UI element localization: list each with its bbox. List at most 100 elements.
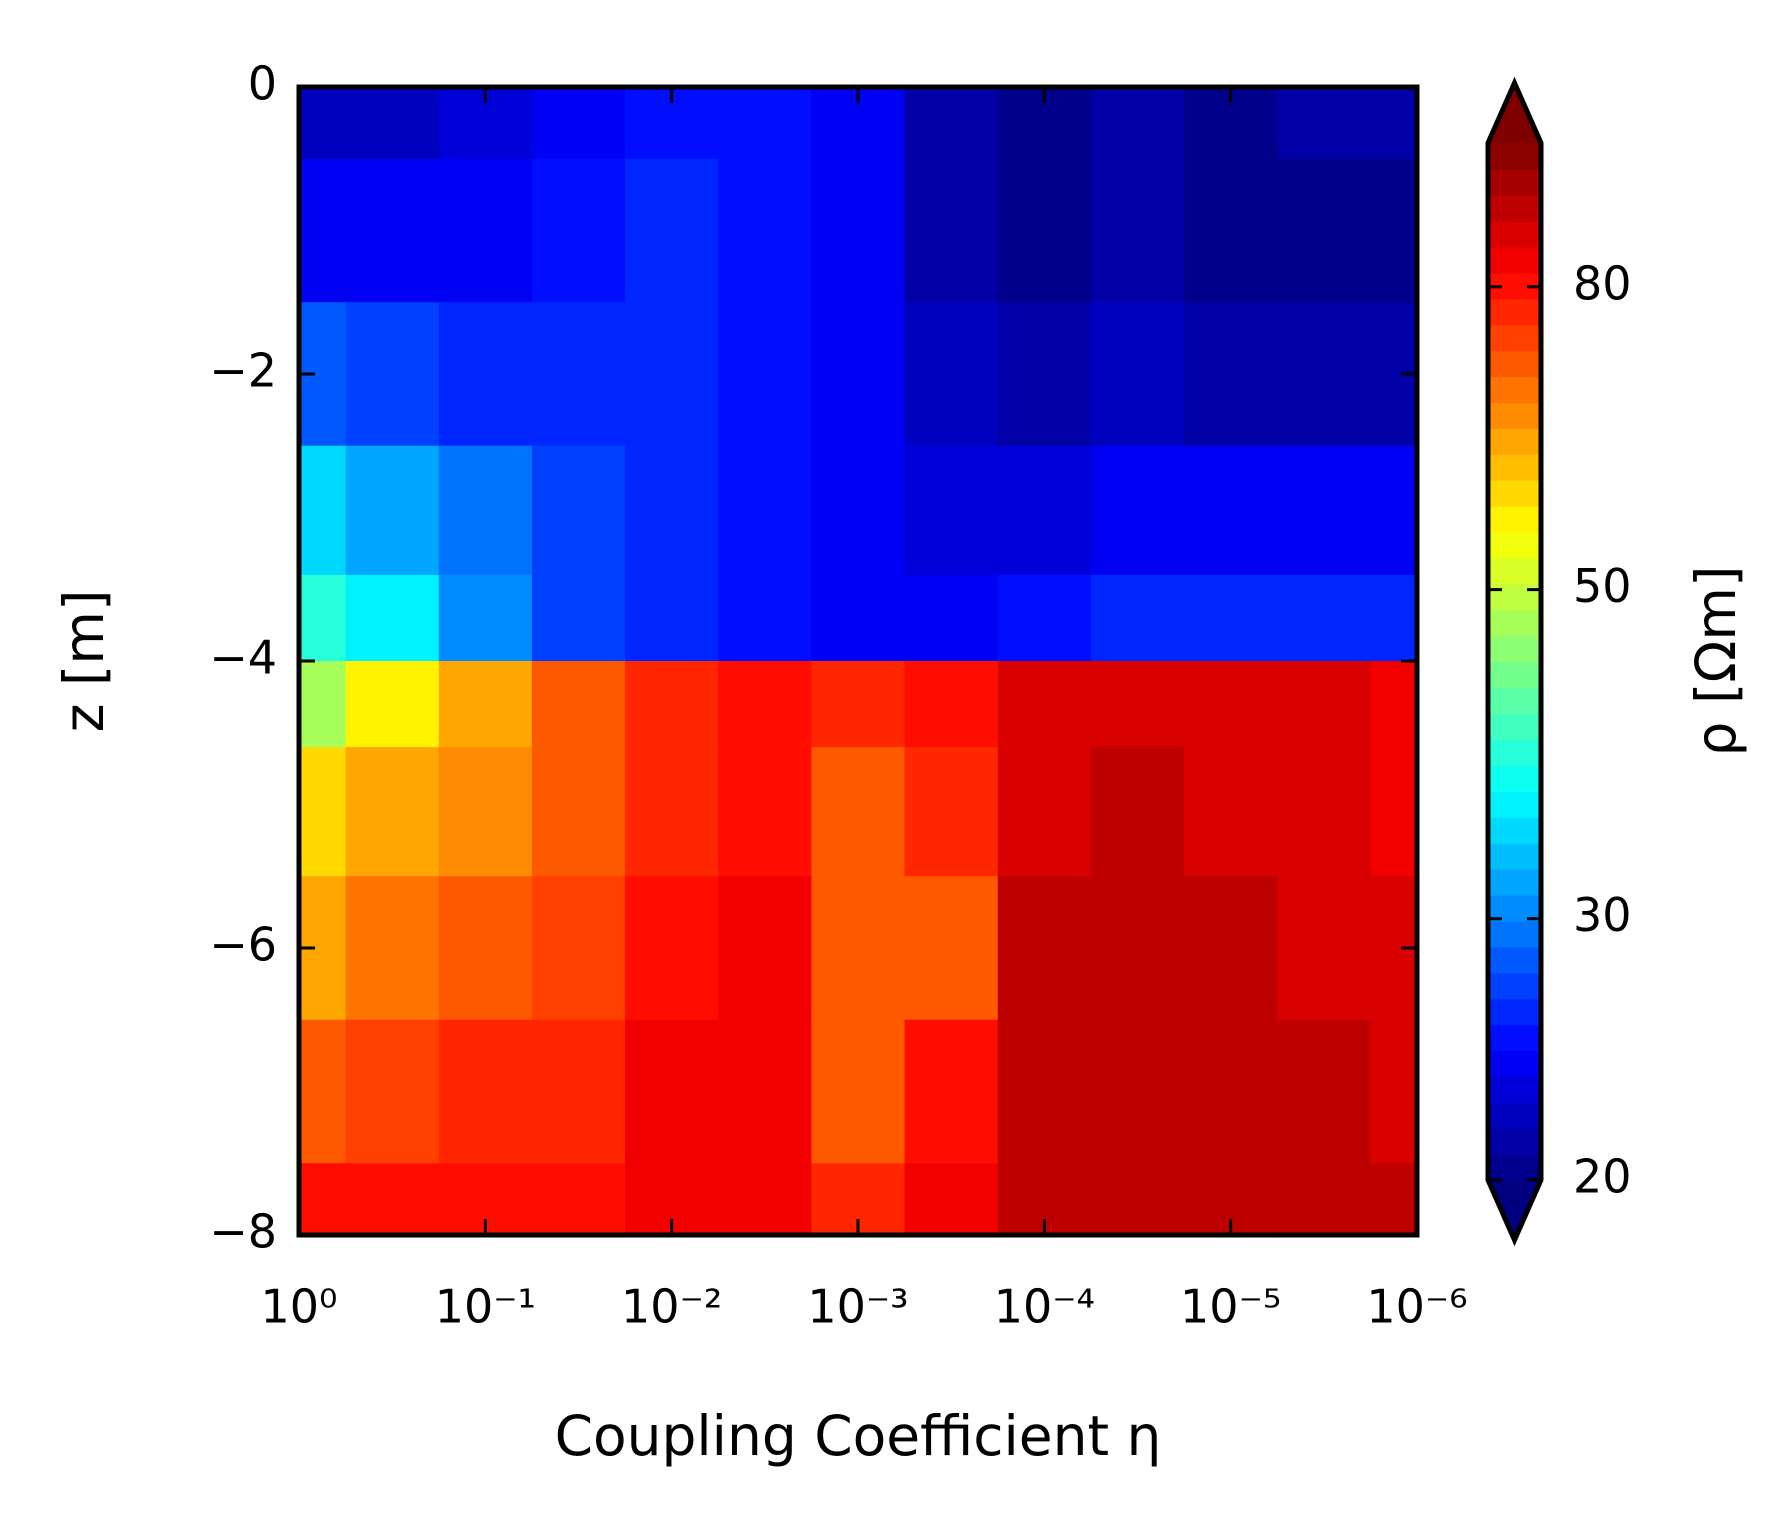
contour-cell [1277, 158, 1372, 304]
contour-cell [811, 302, 906, 447]
colorbar-level [1488, 946, 1541, 974]
axes: 10⁰ 10⁻¹ 10⁻² 10⁻³ 10⁻⁴ 10⁻⁵ 10⁻⁶ −8 −6 −4 −2 0 20 30… [209, 57, 1631, 1334]
y-tick-label: −4 [209, 631, 277, 685]
contour-cell [811, 661, 906, 749]
contour-cell [531, 445, 627, 576]
contour-cell [1277, 876, 1372, 1021]
contour-cell [531, 158, 627, 304]
contour-cell [625, 302, 720, 447]
contour-cell [997, 1019, 1092, 1165]
contour-cell [625, 445, 720, 576]
colorbar-level [1488, 1024, 1541, 1052]
colorbar-level [1488, 713, 1541, 741]
y-tick-label: −2 [209, 344, 277, 398]
contour-cell [997, 876, 1092, 1021]
x-tick-label: 10⁰ [261, 1280, 338, 1334]
colorbar-level [1488, 402, 1541, 429]
contour-cell [438, 158, 533, 304]
colorbar-level [1488, 583, 1541, 611]
contour-cell [1184, 445, 1279, 576]
contour-cell [904, 876, 999, 1021]
colorbar-tick-label: 50 [1573, 559, 1632, 613]
colorbar-level [1488, 531, 1541, 559]
contour-cell [718, 445, 813, 576]
contour-cell [904, 574, 999, 662]
contour-field [299, 87, 1417, 1235]
contour-cell [531, 1163, 627, 1235]
colorbar-level [1488, 505, 1541, 533]
x-tick-label: 10⁻² [621, 1280, 722, 1334]
contour-cell [1090, 158, 1186, 304]
contour-cell [811, 445, 906, 576]
colorbar-level [1488, 1154, 1541, 1181]
contour-cell [997, 574, 1092, 662]
colorbar-level [1488, 1076, 1541, 1104]
contour-cell [718, 876, 813, 1021]
contour-cell [345, 661, 440, 749]
contour-cell [1184, 574, 1279, 662]
contour-cell [1090, 1163, 1186, 1235]
colorbar-level [1488, 687, 1541, 715]
contour-cell [531, 302, 627, 447]
contour-cell [345, 302, 440, 447]
contour-cell [299, 1163, 347, 1235]
y-tick-label: −6 [209, 918, 277, 972]
contour-cell [997, 747, 1092, 878]
y-tick-label: −8 [209, 1205, 277, 1259]
contour-cell [531, 661, 627, 749]
contour-cell [1370, 158, 1417, 304]
contour-cell [1277, 747, 1372, 878]
contour-cell [811, 574, 906, 662]
contour-cell [1184, 1019, 1279, 1165]
contour-cell [531, 574, 627, 662]
contour-cell [1370, 661, 1417, 749]
contour-cell [345, 87, 440, 160]
contour-cell [438, 876, 533, 1021]
colorbar-level [1488, 298, 1541, 326]
contour-cell [1184, 876, 1279, 1021]
colorbar-extend [1488, 1180, 1541, 1240]
contour-cell [345, 445, 440, 576]
contour-cell [1277, 87, 1372, 160]
colorbar-level [1488, 246, 1541, 274]
contour-cell [718, 661, 813, 749]
colorbar-label: ρ [Ωm] [1684, 566, 1748, 757]
colorbar-level [1488, 557, 1541, 585]
colorbar-level [1488, 661, 1541, 689]
contour-cell [1370, 574, 1417, 662]
contour-cell [531, 747, 627, 878]
contour-cell [345, 158, 440, 304]
contour-cell [1184, 661, 1279, 749]
contour-cell [625, 574, 720, 662]
contour-cell [718, 158, 813, 304]
contour-cell [904, 302, 999, 447]
contour-cell [904, 661, 999, 749]
contour-cell [718, 302, 813, 447]
x-tick-label: 10⁻⁴ [994, 1280, 1095, 1334]
x-tick-label: 10⁻¹ [435, 1280, 536, 1334]
contour-cell [299, 747, 347, 878]
colorbar-level [1488, 635, 1541, 663]
colorbar-level [1488, 609, 1541, 637]
contour-cell [625, 747, 720, 878]
contour-cell [1090, 302, 1186, 447]
y-tick-label: 0 [248, 57, 277, 111]
x-tick-label: 10⁻⁵ [1180, 1280, 1281, 1334]
contour-cell [1277, 574, 1372, 662]
colorbar-level [1488, 920, 1541, 948]
colorbar-level [1488, 428, 1541, 455]
contour-cell [531, 1019, 627, 1165]
colorbar-level [1488, 817, 1541, 844]
contour-cell [1090, 87, 1186, 160]
contour-cell [904, 445, 999, 576]
contour-cell [718, 747, 813, 878]
contour-cell [904, 1019, 999, 1165]
contour-cell [1277, 661, 1372, 749]
contour-cell [299, 158, 347, 304]
contour-cell [904, 158, 999, 304]
colorbar-level [1488, 324, 1541, 352]
colorbar-level [1488, 376, 1541, 404]
contour-cell [1090, 747, 1186, 878]
